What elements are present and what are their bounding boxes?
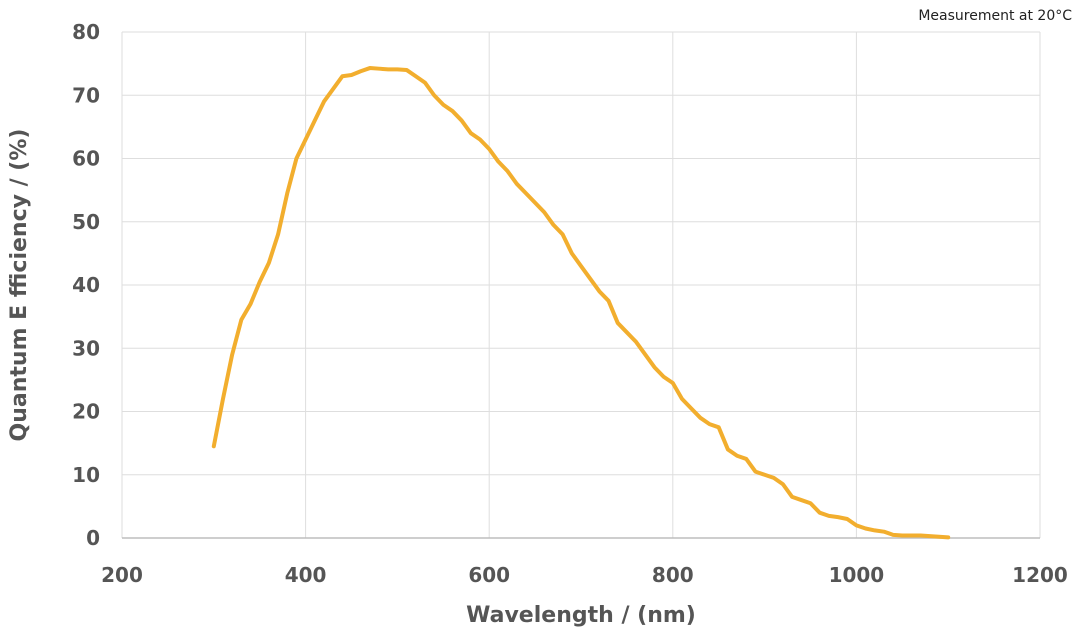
series-layer — [211, 66, 951, 540]
y-tick-label: 80 — [72, 20, 100, 44]
x-tick-label: 1200 — [1012, 563, 1068, 587]
x-tick-label: 800 — [652, 563, 694, 587]
y-tick-label: 30 — [72, 336, 100, 360]
y-tick-label: 50 — [72, 210, 100, 234]
grid-lines — [121, 31, 1041, 538]
y-tick-label: 40 — [72, 273, 100, 297]
x-axis-title: Wavelength / (nm) — [466, 603, 696, 628]
x-tick-label: 1000 — [829, 563, 885, 587]
y-tick-label: 20 — [72, 400, 100, 424]
y-tick-label: 60 — [72, 147, 100, 171]
y-tick-label: 0 — [86, 526, 100, 550]
y-tick-label: 10 — [72, 463, 100, 487]
x-tick-label: 400 — [285, 563, 327, 587]
y-axis-title: Quantum E fficiency / (%) — [7, 129, 32, 442]
x-tick-label: 200 — [101, 563, 143, 587]
x-tick-label: 600 — [468, 563, 510, 587]
measurement-note: Measurement at 20°C — [918, 8, 1072, 24]
y-tick-label: 70 — [72, 83, 100, 107]
tick-labels: 0 10 20 30 40 50 60 70 80 200 400 600 800 1000 1200 — [72, 20, 1068, 587]
qe-series-line — [211, 66, 951, 540]
